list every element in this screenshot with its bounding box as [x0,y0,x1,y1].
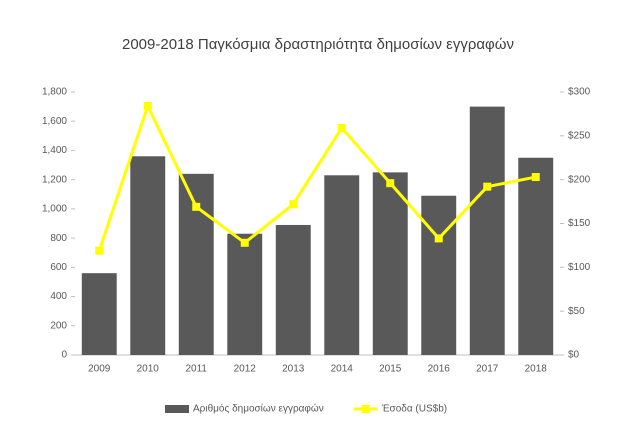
y2-tick-label: $200 [568,174,591,185]
bar [421,195,457,355]
line-marker [240,238,249,247]
y-tick-label: 1,800 [42,87,67,98]
legend-swatch [361,405,370,413]
x-tick-label: 2012 [234,364,257,375]
y-tick-label: 800 [50,233,67,244]
bar [178,173,214,355]
legend-label: Αριθμός δημοσίων εγγραφών [193,403,324,415]
bar [81,273,117,355]
bar [324,175,360,355]
legend-swatch [165,405,189,413]
y-tick-label: 1,200 [42,174,67,185]
bar [227,233,263,355]
y-tick-label: 0 [61,350,67,361]
y-tick-label: 1,600 [42,116,67,127]
x-tick-label: 2011 [185,364,207,375]
y-tick-label: 1,400 [42,145,67,156]
y2-tick-label: $250 [568,130,591,141]
x-tick-label: 2017 [476,364,499,375]
chart-title: 2009-2018 Παγκόσμια δραστηριότητα δημοσί… [122,36,514,53]
y2-tick-label: $300 [568,87,591,98]
line-marker [192,202,201,211]
x-tick-label: 2014 [331,364,354,375]
line-marker [143,102,152,111]
line-marker [434,234,443,243]
line-marker [95,246,104,255]
y-tick-label: 200 [50,320,67,331]
x-tick-label: 2016 [428,364,451,375]
x-tick-label: 2015 [379,364,402,375]
line-marker [289,200,298,209]
line-marker [386,179,395,188]
bar [518,157,554,355]
x-tick-label: 2010 [137,364,160,375]
y2-tick-label: $0 [568,350,580,361]
y2-tick-label: $100 [568,262,591,273]
legend-label: Έσοδα (US$b) [381,404,447,415]
bar [372,172,408,355]
bar [469,106,505,355]
x-tick-label: 2009 [88,364,111,375]
line [97,102,537,252]
x-tick-label: 2013 [282,364,305,375]
bar [275,224,311,355]
line-marker [483,182,492,191]
bar [130,156,166,355]
line-marker [531,173,540,182]
y-tick-label: 400 [50,291,67,302]
y-tick-label: 600 [50,262,67,273]
x-tick-label: 2018 [525,364,548,375]
line-marker [337,123,346,132]
y-tick-label: 1,000 [42,204,67,215]
y2-tick-label: $150 [568,218,591,229]
y2-tick-label: $50 [568,306,585,317]
